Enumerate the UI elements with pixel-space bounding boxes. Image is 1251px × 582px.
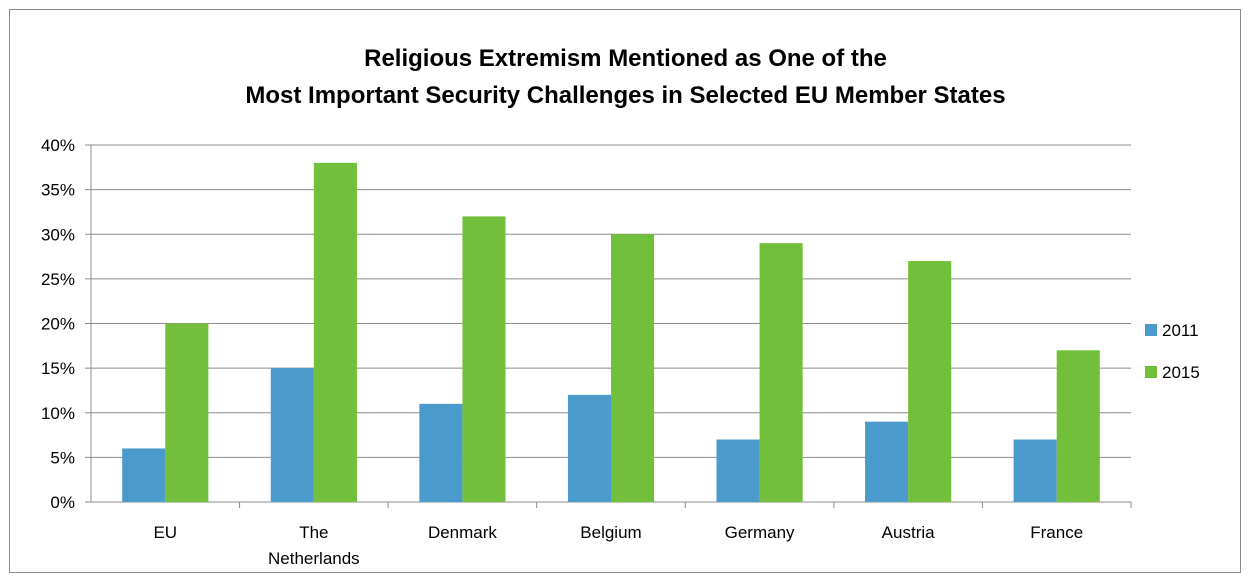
x-tick-label: Germany bbox=[725, 523, 795, 542]
legend-label-2011: 2011 bbox=[1162, 321, 1199, 340]
y-tick-label: 20% bbox=[41, 315, 75, 334]
x-axis-ticks: EU The Netherlands Denmark Belgium Germany Aus… bbox=[153, 523, 1083, 568]
bar-2011-4 bbox=[716, 439, 760, 502]
bar-2015-3 bbox=[611, 234, 655, 502]
y-tick-label: 0% bbox=[50, 493, 75, 512]
y-tick-label: 30% bbox=[41, 225, 75, 244]
y-tick-label: 10% bbox=[41, 404, 75, 423]
y-tick-label: 25% bbox=[41, 270, 75, 289]
bar-2015-6 bbox=[1056, 350, 1100, 502]
x-tick-label: The Netherlands bbox=[268, 523, 360, 568]
bar-2011-3 bbox=[567, 394, 611, 502]
bar-2015-0 bbox=[165, 323, 209, 502]
legend-swatch-2015 bbox=[1145, 366, 1157, 378]
x-tick-label: France bbox=[1030, 523, 1083, 542]
legend-swatch-2011 bbox=[1145, 324, 1157, 336]
legend: 2011 2015 bbox=[1145, 321, 1200, 382]
bar-2015-2 bbox=[462, 216, 506, 502]
bar-2011-0 bbox=[122, 448, 166, 502]
x-tick-label: Austria bbox=[882, 523, 935, 542]
bar-2011-1 bbox=[270, 368, 314, 502]
y-tick-label: 15% bbox=[41, 359, 75, 378]
bar-2015-5 bbox=[908, 261, 952, 502]
legend-label-2015: 2015 bbox=[1162, 363, 1200, 382]
bar-2011-5 bbox=[865, 421, 909, 502]
x-tick-label: Belgium bbox=[580, 523, 641, 542]
chart-title-line-1: Religious Extremism Mentioned as One of … bbox=[364, 45, 887, 72]
x-tick-label: EU bbox=[153, 523, 177, 542]
bar-2015-1 bbox=[313, 162, 357, 502]
bar-2011-2 bbox=[419, 403, 463, 502]
x-tick-label: Denmark bbox=[428, 523, 497, 542]
bar-2015-4 bbox=[759, 243, 803, 503]
y-tick-label: 5% bbox=[50, 448, 75, 467]
y-tick-label: 40% bbox=[41, 136, 75, 155]
bar-2011-6 bbox=[1013, 439, 1057, 502]
chart-title-line-2: Most Important Security Challenges in Se… bbox=[245, 82, 1006, 109]
y-axis-ticks: 0% 5% 10% 15% 20% 25% 30% 35% 40% bbox=[41, 136, 75, 512]
bars bbox=[122, 162, 1100, 503]
y-tick-label: 35% bbox=[41, 181, 75, 200]
